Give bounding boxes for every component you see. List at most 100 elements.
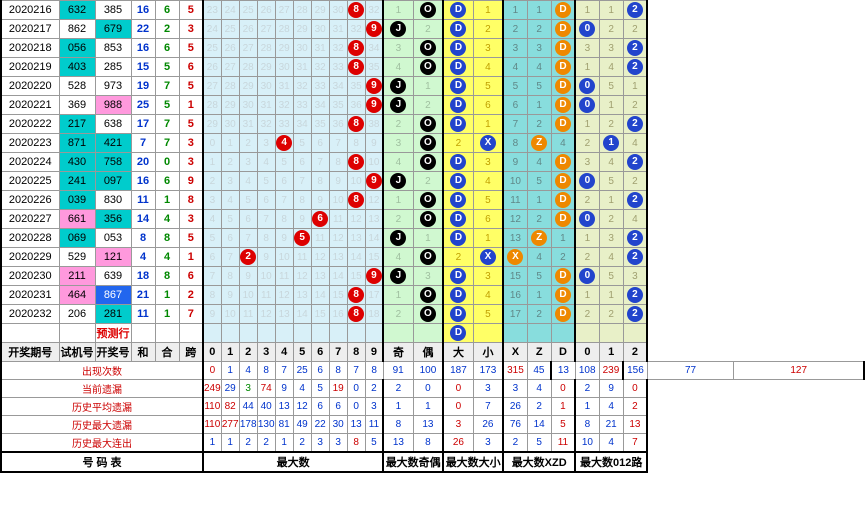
trend-cell: 9 bbox=[239, 267, 257, 286]
oe-ball: O bbox=[420, 154, 436, 170]
trend-cell: 16 bbox=[329, 305, 347, 324]
xzd-d: D bbox=[551, 20, 575, 39]
hk-cell: 21 bbox=[131, 286, 155, 305]
trend-cell: 10 bbox=[347, 172, 365, 191]
trend-cell: 8 bbox=[347, 191, 365, 210]
stat-xzd: 14 bbox=[527, 416, 551, 434]
trend-cell: 25 bbox=[221, 20, 239, 39]
oe-even: O bbox=[413, 115, 443, 134]
trend-cell: 4 bbox=[203, 210, 221, 229]
hk-cell: 1 bbox=[179, 248, 203, 267]
trend-cell: 34 bbox=[365, 39, 383, 58]
num-cell: 053 bbox=[95, 229, 131, 248]
trend-cell: 5 bbox=[239, 191, 257, 210]
stat-r: 10 bbox=[575, 434, 599, 452]
stat-g0: 130 bbox=[257, 416, 275, 434]
trend-cell: 8 bbox=[347, 39, 365, 58]
r012-ball: 2 bbox=[627, 230, 643, 246]
trend-cell: 8 bbox=[347, 305, 365, 324]
ds-big: D bbox=[443, 39, 473, 58]
trend-cell: 4 bbox=[257, 153, 275, 172]
xzd-d: D bbox=[551, 172, 575, 191]
trend-cell: 9 bbox=[365, 267, 383, 286]
trend-cell: 30 bbox=[221, 115, 239, 134]
stat-g0: 100 bbox=[413, 362, 443, 380]
oe-ball: J bbox=[390, 173, 406, 189]
ds-small: X bbox=[473, 134, 503, 153]
r1: 2 bbox=[599, 20, 623, 39]
ds-big: D bbox=[443, 77, 473, 96]
num-cell: 369 bbox=[59, 96, 95, 115]
stat-label: 历史最大遗漏 bbox=[1, 416, 203, 434]
hk-cell: 5 bbox=[179, 1, 203, 20]
stat-g0: 3 bbox=[239, 380, 257, 398]
num-cell: 529 bbox=[59, 248, 95, 267]
trend-cell: 2 bbox=[239, 134, 257, 153]
xzd-d: 2 bbox=[551, 248, 575, 267]
num-cell: 121 bbox=[95, 248, 131, 267]
stat-oe: 0 bbox=[413, 380, 443, 398]
hdr-issue: 开奖期号 bbox=[1, 343, 59, 362]
trend-cell: 3 bbox=[239, 153, 257, 172]
oe-even: 1 bbox=[413, 77, 443, 96]
trend-cell: 12 bbox=[365, 191, 383, 210]
xzd-z: 4 bbox=[527, 153, 551, 172]
r012-ball: 2 bbox=[627, 249, 643, 265]
stat-g0: 7 bbox=[275, 362, 293, 380]
r0: 0 bbox=[575, 77, 599, 96]
oe-odd: 1 bbox=[383, 1, 413, 20]
num-cell: 988 bbox=[95, 96, 131, 115]
issue-cell: 2020222 bbox=[1, 115, 59, 134]
num-cell: 430 bbox=[59, 153, 95, 172]
hk-cell: 11 bbox=[131, 305, 155, 324]
xzd-x: 3 bbox=[503, 39, 527, 58]
hdr-n5: 5 bbox=[293, 343, 311, 362]
trend-cell: 11 bbox=[311, 229, 329, 248]
predict-label[interactable]: 预测行 bbox=[97, 328, 130, 340]
trend-cell: 15 bbox=[311, 305, 329, 324]
xzd-z: 5 bbox=[527, 172, 551, 191]
trend-cell: 8 bbox=[311, 172, 329, 191]
trend-cell: 8 bbox=[257, 229, 275, 248]
r012-ball: 2 bbox=[627, 59, 643, 75]
trend-cell: 13 bbox=[347, 229, 365, 248]
ds-ball: D bbox=[450, 230, 466, 246]
r2: 2 bbox=[623, 229, 647, 248]
hk-cell: 16 bbox=[131, 1, 155, 20]
trend-cell: 2 bbox=[221, 153, 239, 172]
trend-cell: 14 bbox=[347, 248, 365, 267]
trend-cell: 18 bbox=[365, 305, 383, 324]
stat-g0: 178 bbox=[239, 416, 257, 434]
stat-g0: 1 bbox=[221, 362, 239, 380]
num-cell: 867 bbox=[95, 286, 131, 305]
ds-small: 1 bbox=[473, 229, 503, 248]
xzd-ball: D bbox=[555, 116, 571, 132]
xzd-d: D bbox=[551, 305, 575, 324]
trend-cell: 29 bbox=[275, 39, 293, 58]
sum-r012: 最大数012路 bbox=[575, 452, 647, 472]
oe-even: O bbox=[413, 248, 443, 267]
hk-cell: 20 bbox=[131, 153, 155, 172]
trend-cell: 31 bbox=[293, 58, 311, 77]
xzd-d: D bbox=[551, 58, 575, 77]
ds-ball: D bbox=[450, 116, 466, 132]
trend-cell: 7 bbox=[329, 134, 347, 153]
xzd-x: 15 bbox=[503, 267, 527, 286]
ds-small: 4 bbox=[473, 286, 503, 305]
oe-even: O bbox=[413, 191, 443, 210]
stat-xzd: 0 bbox=[551, 380, 575, 398]
trend-cell: 31 bbox=[275, 77, 293, 96]
hk-cell: 1 bbox=[155, 305, 179, 324]
ds-small: 2 bbox=[473, 20, 503, 39]
xzd-z: 2 bbox=[527, 210, 551, 229]
hk-cell: 6 bbox=[155, 172, 179, 191]
r012-ball: 2 bbox=[627, 192, 643, 208]
trend-cell: 6 bbox=[257, 191, 275, 210]
hk-cell: 22 bbox=[131, 20, 155, 39]
stat-g0: 9 bbox=[275, 380, 293, 398]
hdr-n6: 6 bbox=[311, 343, 329, 362]
xzd-z: 1 bbox=[527, 1, 551, 20]
trend-cell: 8 bbox=[347, 134, 365, 153]
ds-ball: D bbox=[450, 268, 466, 284]
trend-cell: 7 bbox=[275, 191, 293, 210]
